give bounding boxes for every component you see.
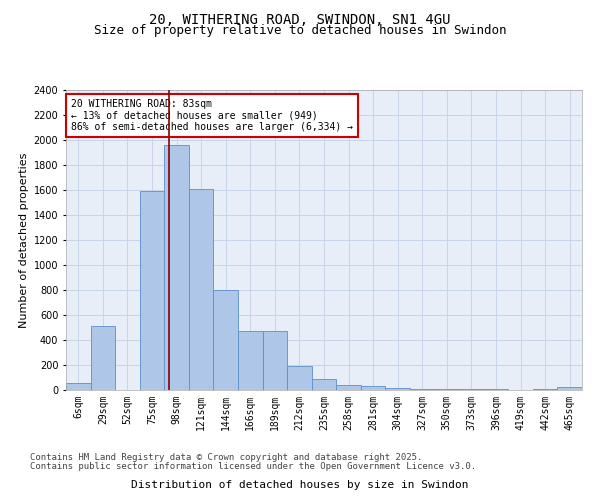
Bar: [385, 388, 410, 390]
Bar: [140, 191, 164, 390]
Text: Contains HM Land Registry data © Crown copyright and database right 2025.: Contains HM Land Registry data © Crown c…: [30, 454, 422, 462]
Text: 20 WITHERING ROAD: 83sqm
← 13% of detached houses are smaller (949)
86% of semi-: 20 WITHERING ROAD: 83sqm ← 13% of detach…: [71, 99, 353, 132]
Text: Contains public sector information licensed under the Open Government Licence v3: Contains public sector information licen…: [30, 462, 476, 471]
Text: 20, WITHERING ROAD, SWINDON, SN1 4GU: 20, WITHERING ROAD, SWINDON, SN1 4GU: [149, 12, 451, 26]
Bar: [214, 290, 238, 390]
Bar: [336, 385, 361, 390]
Bar: [238, 330, 263, 390]
Bar: [91, 326, 115, 390]
Bar: [189, 188, 214, 390]
Bar: [557, 387, 582, 390]
Bar: [263, 330, 287, 390]
Bar: [287, 366, 312, 390]
Bar: [164, 145, 189, 390]
Bar: [312, 379, 336, 390]
Text: Size of property relative to detached houses in Swindon: Size of property relative to detached ho…: [94, 24, 506, 37]
Bar: [66, 383, 91, 390]
Text: Distribution of detached houses by size in Swindon: Distribution of detached houses by size …: [131, 480, 469, 490]
Bar: [361, 386, 385, 390]
Y-axis label: Number of detached properties: Number of detached properties: [19, 152, 29, 328]
